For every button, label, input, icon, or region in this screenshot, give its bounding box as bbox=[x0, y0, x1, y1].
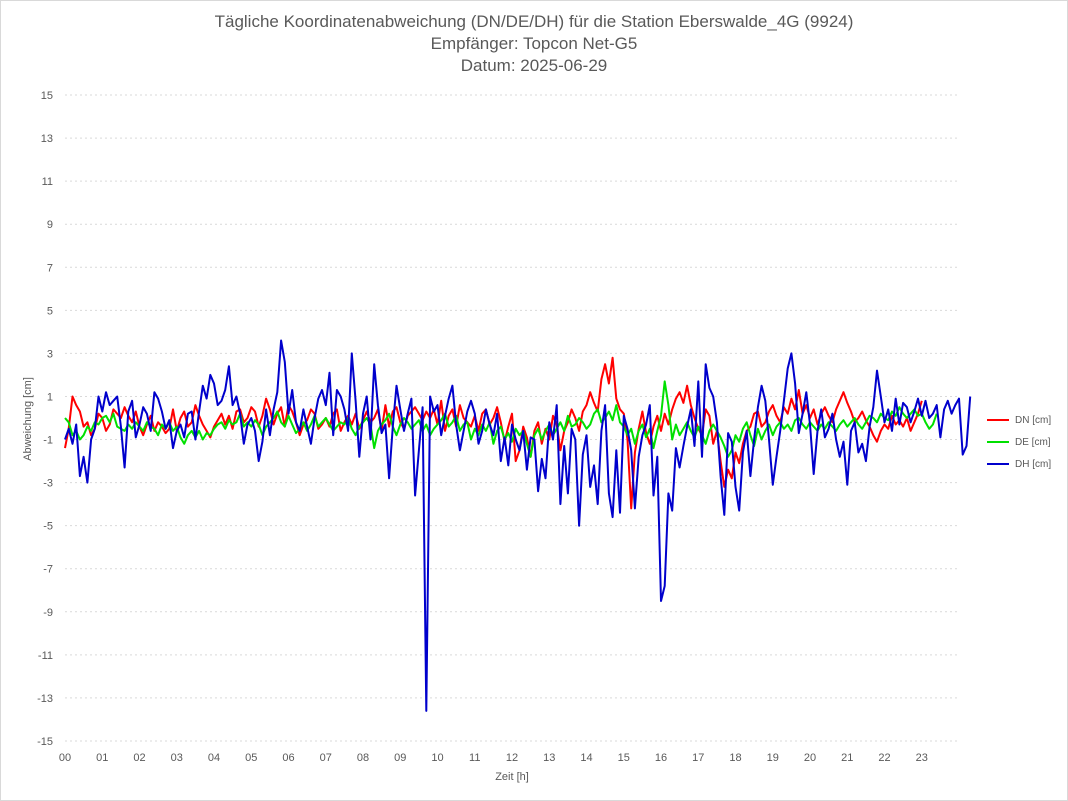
legend-swatch-de bbox=[987, 441, 1009, 443]
y-tick-label: 5 bbox=[47, 305, 53, 317]
y-tick-label: -11 bbox=[38, 650, 53, 662]
legend-swatch-dn bbox=[987, 419, 1009, 421]
y-tick-label: -3 bbox=[43, 478, 53, 490]
y-tick-label: -13 bbox=[37, 693, 53, 705]
y-tick-label: 7 bbox=[47, 262, 53, 274]
x-tick-label: 16 bbox=[655, 752, 667, 764]
x-tick-label: 03 bbox=[171, 752, 183, 764]
legend-label-dn: DN [cm] bbox=[1015, 414, 1052, 426]
series-line-de bbox=[64, 380, 938, 458]
y-tick-labels: 15 13 11 9 7 5 3 1 -1 -3 -5 -7 -9 -11 -13 -15 bbox=[37, 90, 53, 748]
y-tick-label: 13 bbox=[41, 133, 53, 145]
x-tick-label: 17 bbox=[692, 752, 704, 764]
x-tick-label: 00 bbox=[59, 752, 71, 764]
y-tick-label: -9 bbox=[43, 607, 53, 619]
x-tick-label: 11 bbox=[469, 752, 480, 764]
x-tick-label: 04 bbox=[208, 752, 220, 764]
legend-item-dh: DH [cm] bbox=[987, 453, 1051, 475]
x-tick-label: 13 bbox=[543, 752, 555, 764]
y-tick-label: 1 bbox=[47, 391, 53, 403]
legend-label-de: DE [cm] bbox=[1015, 436, 1051, 448]
y-tick-label: -5 bbox=[43, 521, 53, 533]
series-line-dh bbox=[64, 339, 972, 712]
x-axis-label: Zeit [h] bbox=[495, 771, 529, 783]
legend-label-dh: DH [cm] bbox=[1015, 458, 1052, 470]
y-tick-label: -7 bbox=[43, 564, 53, 576]
chart-date: Datum: 2025-06-29 bbox=[460, 56, 608, 75]
x-tick-label: 01 bbox=[96, 752, 108, 764]
chart-title: Tägliche Koordinatenabweichung (DN/DE/DH… bbox=[214, 12, 854, 31]
x-tick-label: 15 bbox=[618, 752, 630, 764]
x-tick-label: 12 bbox=[506, 752, 518, 764]
x-tick-label: 14 bbox=[580, 752, 592, 764]
x-tick-label: 08 bbox=[357, 752, 369, 764]
x-tick-label: 02 bbox=[133, 752, 145, 764]
y-tick-label: 3 bbox=[47, 348, 53, 360]
x-tick-label: 07 bbox=[320, 752, 332, 764]
legend-item-dn: DN [cm] bbox=[987, 409, 1051, 431]
y-axis-label: Abweichung [cm] bbox=[22, 377, 34, 461]
y-tick-label: -15 bbox=[37, 736, 53, 748]
legend: DN [cm] DE [cm] DH [cm] bbox=[987, 409, 1051, 475]
legend-swatch-dh bbox=[987, 463, 1009, 465]
x-tick-label: 06 bbox=[282, 752, 294, 764]
x-tick-label: 21 bbox=[841, 752, 853, 764]
x-tick-label: 10 bbox=[431, 752, 443, 764]
y-tick-label: 9 bbox=[47, 219, 53, 231]
legend-item-de: DE [cm] bbox=[987, 431, 1051, 453]
chart-subtitle: Empfänger: Topcon Net-G5 bbox=[430, 34, 638, 53]
y-tick-label: 15 bbox=[41, 90, 53, 102]
y-tick-label: -1 bbox=[43, 435, 53, 447]
x-tick-label: 19 bbox=[767, 752, 779, 764]
series-lines bbox=[64, 339, 972, 712]
x-tick-label: 05 bbox=[245, 752, 257, 764]
x-tick-label: 23 bbox=[916, 752, 928, 764]
grid-lines bbox=[65, 94, 959, 742]
x-tick-label: 20 bbox=[804, 752, 816, 764]
x-tick-label: 22 bbox=[878, 752, 890, 764]
x-tick-label: 18 bbox=[729, 752, 741, 764]
x-tick-labels: 00 01 02 03 04 05 06 07 08 09 10 11 12 13 14 15 16 17 18 19… bbox=[59, 752, 928, 764]
y-tick-label: 11 bbox=[42, 176, 53, 188]
chart-titles: Tägliche Koordinatenabweichung (DN/DE/DH… bbox=[1, 11, 1067, 77]
x-tick-label: 09 bbox=[394, 752, 406, 764]
